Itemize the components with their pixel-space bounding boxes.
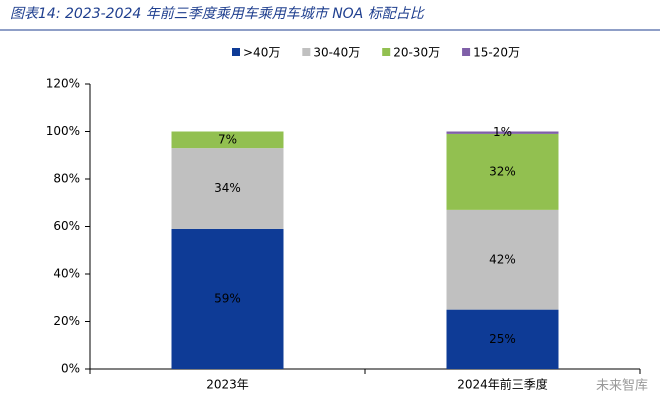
data-label: 7% [218,132,237,146]
legend-swatch [382,48,391,56]
bar-segment [171,228,284,369]
y-tick-label: 20% [53,314,80,328]
bar-segment [446,209,559,310]
data-label: 59% [214,291,241,305]
legend-label: 15-20万 [473,46,520,60]
bar-segment [171,131,284,149]
x-tick-label: 2024年前三季度 [457,377,548,392]
bar-segment [446,133,559,210]
legend-swatch [232,48,240,56]
chart-title: 图表14: 2023-2024 年前三季度乘用车乘用车城市 NOA 标配占比 [10,6,426,22]
data-label: 34% [214,181,241,195]
y-tick-label: 0% [61,362,80,376]
legend-swatch [302,48,311,56]
y-tick-label: 60% [53,219,80,233]
legend-swatch [462,48,471,56]
bar-segment [446,131,559,134]
data-label: 32% [489,164,516,178]
bar-segment [446,309,559,369]
data-label: 42% [489,252,516,266]
y-tick-label: 120% [46,77,80,91]
y-tick-label: 80% [53,172,80,186]
legend-label: >40万 [243,46,280,60]
y-tick-label: 100% [46,124,80,138]
bar-segment [171,148,284,229]
x-tick-label: 2023年 [206,378,249,392]
data-label: 1% [493,125,512,139]
legend-label: 20-30万 [393,46,440,60]
watermark: 未来智库 [596,378,648,394]
legend-label: 30-40万 [313,46,360,60]
y-tick-label: 40% [53,267,80,281]
data-label: 25% [489,332,516,346]
